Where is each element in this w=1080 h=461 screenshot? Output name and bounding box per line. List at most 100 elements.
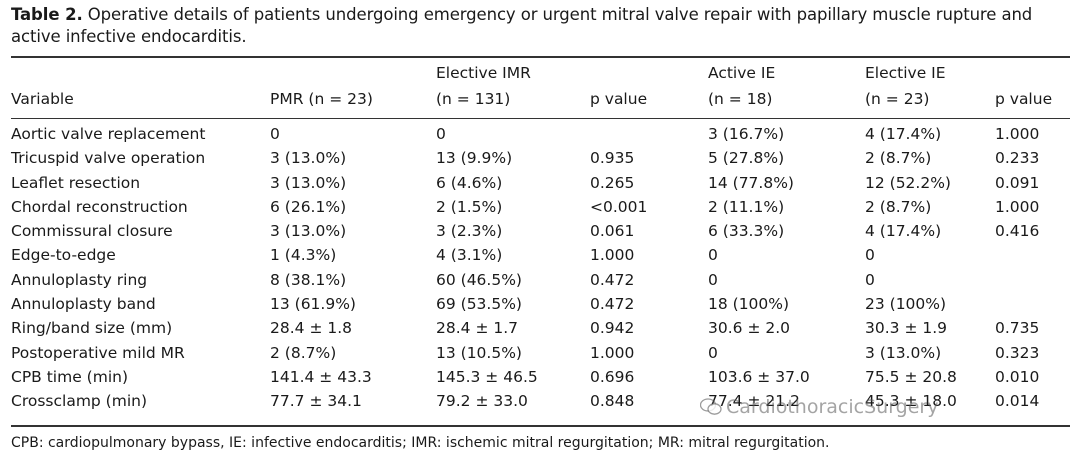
table-cell: 45.3 ± 18.0 [865, 392, 957, 411]
table-cell: 69 (53.5%) [436, 295, 522, 314]
table-cell [995, 243, 1070, 267]
table-cell: 8 (38.1%) [270, 270, 347, 289]
operative-details-table: Variable PMR (n = 23) Elective IMR (n = 1… [11, 60, 1070, 414]
table-cell: 1.000 [995, 125, 1040, 143]
table-cell: 0.323 [995, 343, 1040, 362]
table-cell: 3 (16.7%) [708, 125, 785, 143]
table-footnote: CPB: cardiopulmonary bypass, IE: infecti… [11, 435, 830, 451]
table-cell: 1.000 [995, 197, 1040, 216]
table-row: Aortic valve replacement 0 0 3 (16.7%) 4 (17… [11, 122, 1070, 146]
table-cell: 23 (100%) [865, 295, 947, 314]
table-cell: 2 (11.1%) [708, 197, 785, 216]
table-row: Ring/band size (mm) 28.4 ± 1.8 28.4 ± 1.7 0… [11, 316, 1070, 340]
table-cell: 0 [865, 246, 875, 265]
table-cell: 1.000 [590, 246, 635, 265]
table-cell: 141.4 ± 43.3 [270, 367, 372, 386]
table-row: CPB time (min) 141.4 ± 43.3 145.3 ± 46.5 0.… [11, 365, 1070, 389]
table-cell: 3 (13.0%) [865, 343, 942, 362]
table-cell: 0.014 [995, 392, 1040, 411]
column-header: PMR (n = 23) [270, 90, 373, 108]
table-cell [995, 292, 1070, 316]
table-cell: 0.735 [995, 319, 1040, 338]
table-cell: 13 (61.9%) [270, 295, 356, 314]
table-cell: 103.6 ± 37.0 [708, 367, 810, 386]
column-header: Elective IMR (n = 131) [436, 64, 531, 108]
row-label: Edge-to-edge [11, 246, 116, 265]
row-label: Leaflet resection [11, 173, 141, 192]
row-label: Aortic valve replacement [11, 125, 206, 143]
table-cell: 0.233 [995, 149, 1040, 168]
table-cell: 28.4 ± 1.7 [436, 319, 519, 338]
table-cell: 4 (17.4%) [865, 222, 942, 241]
table-cell: 0 [708, 270, 718, 289]
column-header: Elective IE (n = 23) [865, 64, 946, 108]
column-header: Variable [11, 90, 74, 108]
table-cell: 6 (4.6%) [436, 173, 503, 192]
row-label: Annuloplasty ring [11, 270, 148, 289]
table-cell [995, 268, 1070, 292]
table-cell: 6 (26.1%) [270, 197, 347, 216]
table-cell: 0.472 [590, 295, 635, 314]
table-cell: 2 (8.7%) [270, 343, 337, 362]
table-cell: 4 (17.4%) [865, 125, 942, 143]
row-label: Chordal reconstruction [11, 197, 188, 216]
table-cell: 3 (2.3%) [436, 222, 503, 241]
row-label: Crossclamp (min) [11, 392, 148, 411]
row-label: Annuloplasty band [11, 295, 156, 314]
table-cell: 0.942 [590, 319, 635, 338]
table-cell: 0 [708, 343, 718, 362]
table-cell: 0.935 [590, 149, 635, 168]
row-label: Tricuspid valve operation [11, 149, 206, 168]
row-label: Ring/band size (mm) [11, 319, 173, 338]
table-row: Tricuspid valve operation 3 (13.0%) 13 (9.… [11, 146, 1070, 170]
table-cell: 30.6 ± 2.0 [708, 319, 791, 338]
table-cell: 77.7 ± 34.1 [270, 392, 362, 411]
table-row: Annuloplasty ring 8 (38.1%) 60 (46.5%) 0.47… [11, 268, 1070, 292]
table-cell: 13 (9.9%) [436, 149, 513, 168]
table-row: Postoperative mild MR 2 (8.7%) 13 (10.5%) 1… [11, 341, 1070, 365]
row-label: CPB time (min) [11, 367, 128, 386]
table-cell: 0.091 [995, 173, 1040, 192]
table-cell: 13 (10.5%) [436, 343, 522, 362]
column-header: p value [995, 90, 1053, 108]
table-cell: 0 [865, 270, 875, 289]
table-row: Chordal reconstruction 6 (26.1%) 2 (1.5%) <… [11, 195, 1070, 219]
table-cell: 12 (52.2%) [865, 173, 951, 192]
table-cell: 0.696 [590, 367, 635, 386]
table-cell: 2 (1.5%) [436, 197, 503, 216]
table-row: Commissural closure 3 (13.0%) 3 (2.3%) 0.06… [11, 219, 1070, 243]
header-row: Variable PMR (n = 23) Elective IMR (n = 1… [11, 60, 1070, 112]
table-cell: 75.5 ± 20.8 [865, 367, 957, 386]
table-cell [590, 122, 708, 146]
table-cell: 3 (13.0%) [270, 173, 347, 192]
table-cell: 4 (3.1%) [436, 246, 503, 265]
table-cell: <0.001 [590, 197, 648, 216]
caption-label: Table 2. [11, 5, 83, 24]
column-header: Active IE (n = 18) [708, 64, 776, 108]
table-row: Edge-to-edge 1 (4.3%) 4 (3.1%) 1.000 0 0 [11, 243, 1070, 267]
row-label: Commissural closure [11, 222, 173, 241]
table-cell: 2 (8.7%) [865, 197, 932, 216]
table-cell: 145.3 ± 46.5 [436, 367, 538, 386]
table-cell: 79.2 ± 33.0 [436, 392, 528, 411]
table-cell: 30.3 ± 1.9 [865, 319, 948, 338]
table-cell: 28.4 ± 1.8 [270, 319, 353, 338]
table-cell: 0.265 [590, 173, 635, 192]
table-cell: 3 (13.0%) [270, 149, 347, 168]
table-cell: 1 (4.3%) [270, 246, 337, 265]
table-cell: 3 (13.0%) [270, 222, 347, 241]
table-cell: 18 (100%) [708, 295, 790, 314]
table-cell: 0 [270, 125, 280, 143]
table-cell: 77.4 ± 21.2 [708, 392, 800, 411]
table-cell: 5 (27.8%) [708, 149, 785, 168]
column-header: p value [590, 90, 648, 108]
table-row: Crossclamp (min) 77.7 ± 34.1 79.2 ± 33.0 0.… [11, 389, 1070, 413]
row-label: Postoperative mild MR [11, 343, 185, 362]
table-cell: 0.010 [995, 367, 1040, 386]
table-row: Annuloplasty band 13 (61.9%) 69 (53.5%) 0.4… [11, 292, 1070, 316]
bottom-rule [11, 425, 1070, 427]
table-cell: 0.472 [590, 270, 635, 289]
table-row: Leaflet resection 3 (13.0%) 6 (4.6%) 0.265 1… [11, 171, 1070, 195]
table-cell: 0 [708, 246, 718, 265]
table-cell: 2 (8.7%) [865, 149, 932, 168]
